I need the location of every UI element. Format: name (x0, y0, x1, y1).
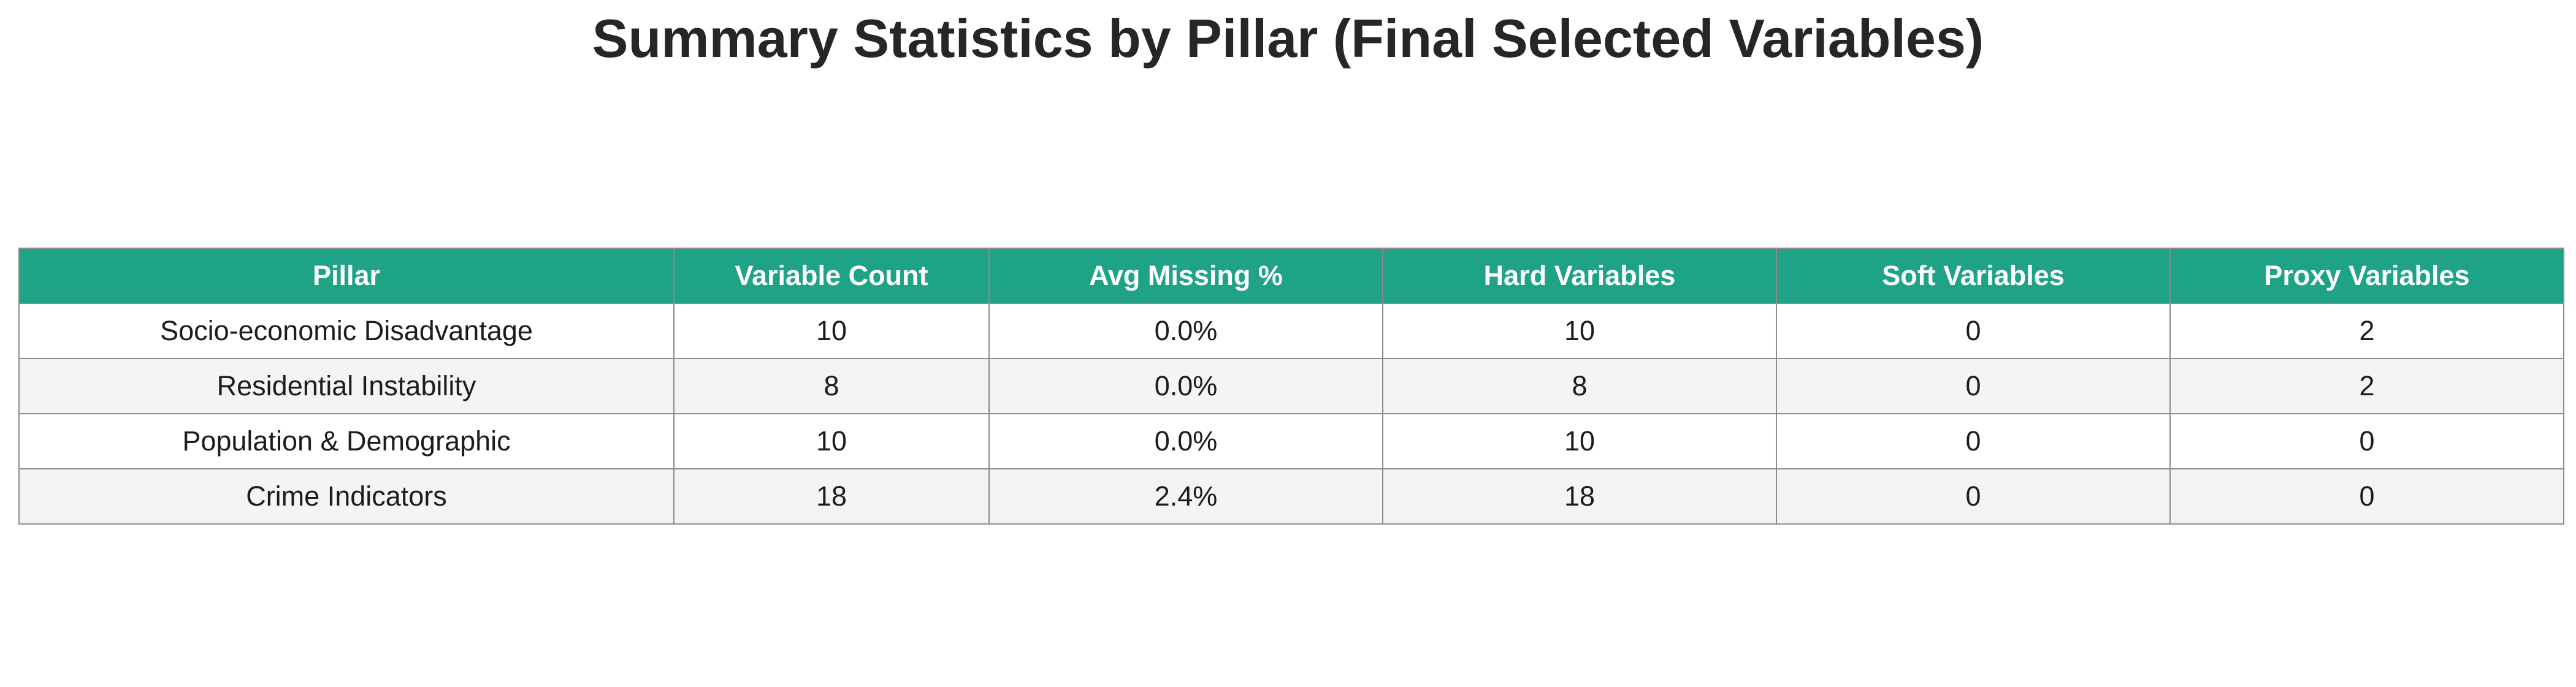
table-cell: 0 (1776, 468, 2171, 525)
table-cell: Crime Indicators (18, 468, 675, 525)
table-cell: 10 (1382, 413, 1777, 469)
table-cell: 0.0% (988, 413, 1383, 469)
table-cell: 2 (2169, 303, 2564, 359)
table-cell: 0 (1776, 303, 2171, 359)
summary-table-container: Pillar Variable Count Avg Missing % Hard… (18, 248, 2564, 525)
column-header-hard-variables: Hard Variables (1382, 248, 1777, 304)
summary-table: Pillar Variable Count Avg Missing % Hard… (18, 248, 2564, 525)
table-cell: 0 (2169, 413, 2564, 469)
column-header-proxy-variables: Proxy Variables (2169, 248, 2564, 304)
table-row: Crime Indicators 18 2.4% 18 0 0 (18, 468, 2564, 525)
table-cell: 2.4% (988, 468, 1383, 525)
table-row: Socio-economic Disadvantage 10 0.0% 10 0… (18, 303, 2564, 359)
table-cell: 0 (1776, 413, 2171, 469)
table-cell: 10 (1382, 303, 1777, 359)
table-cell: 0.0% (988, 303, 1383, 359)
table-cell: 18 (673, 468, 990, 525)
table-row: Population & Demographic 10 0.0% 10 0 0 (18, 413, 2564, 469)
table-cell: 10 (673, 413, 990, 469)
table-cell: 10 (673, 303, 990, 359)
table-header-row: Pillar Variable Count Avg Missing % Hard… (18, 248, 2564, 304)
table-cell: Socio-economic Disadvantage (18, 303, 675, 359)
table-cell: 2 (2169, 358, 2564, 414)
table-cell: 8 (673, 358, 990, 414)
column-header-variable-count: Variable Count (673, 248, 990, 304)
table-cell: Residential Instability (18, 358, 675, 414)
table-cell: Population & Demographic (18, 413, 675, 469)
column-header-pillar: Pillar (18, 248, 675, 304)
table-cell: 0.0% (988, 358, 1383, 414)
table-cell: 18 (1382, 468, 1777, 525)
table-cell: 8 (1382, 358, 1777, 414)
column-header-avg-missing: Avg Missing % (988, 248, 1383, 304)
chart-title: Summary Statistics by Pillar (Final Sele… (592, 8, 1984, 69)
table-cell: 0 (1776, 358, 2171, 414)
table-row: Residential Instability 8 0.0% 8 0 2 (18, 358, 2564, 414)
table-cell: 0 (2169, 468, 2564, 525)
column-header-soft-variables: Soft Variables (1776, 248, 2171, 304)
